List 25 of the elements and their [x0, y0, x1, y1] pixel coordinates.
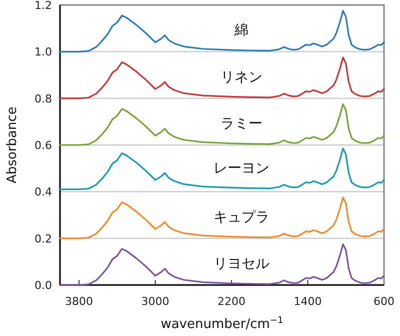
line-series — [59, 148, 385, 190]
y-tick-label: 0.2 — [34, 232, 52, 246]
series-label: リネン — [220, 69, 262, 86]
y-tick-label: 0.8 — [34, 92, 52, 106]
y-tick-label: 0.6 — [34, 139, 52, 152]
x-tick-label: 2200 — [218, 295, 246, 308]
x-tick-label: 1400 — [294, 295, 322, 308]
series-label: 綿 — [233, 22, 248, 39]
y-tick-label: 0.4 — [34, 186, 52, 199]
line-series — [59, 103, 385, 146]
y-axis-title: Absorbance — [5, 106, 20, 184]
y-tick-label: 1.2 — [34, 0, 52, 12]
x-tick-label: 600 — [374, 295, 394, 308]
x-axis-title: wavenumber/cm$^{−1}$ — [160, 316, 284, 332]
line-series — [59, 196, 385, 240]
series-label: リヨセル — [213, 256, 270, 272]
y-tick-label: 1.0 — [34, 46, 52, 59]
series-label: キュプラ — [213, 209, 270, 226]
series-label: ラミー — [220, 116, 262, 132]
y-tick-label: 0.0 — [34, 279, 52, 292]
line-series — [59, 10, 385, 52]
line-series — [59, 56, 385, 100]
x-tick-label: 3000 — [141, 295, 170, 308]
x-tick-label: 3800 — [65, 295, 94, 308]
series-label: レーヨン — [213, 160, 270, 176]
